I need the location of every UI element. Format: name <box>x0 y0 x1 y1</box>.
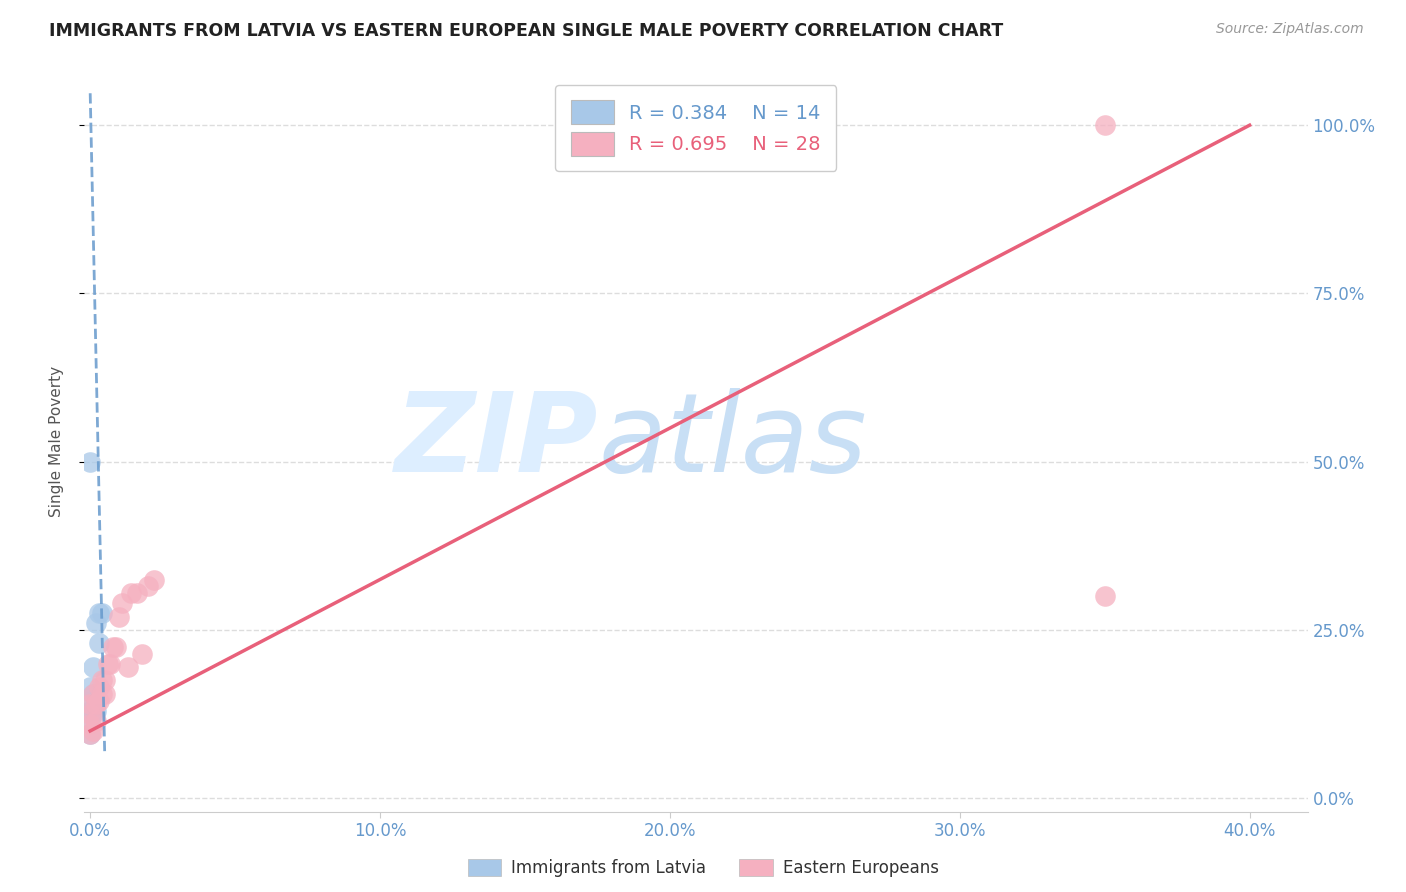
Point <box>125 586 148 600</box>
Point <box>82 660 104 674</box>
Point <box>1094 118 1116 132</box>
Point <box>131 647 153 661</box>
Point <box>96 657 118 671</box>
Point <box>87 606 110 620</box>
Point <box>100 657 122 671</box>
Point <box>1094 590 1116 604</box>
Point <box>90 673 112 688</box>
Point <box>79 714 101 728</box>
Point <box>108 609 131 624</box>
Point <box>79 680 101 694</box>
Point <box>82 687 104 701</box>
Point <box>79 697 101 711</box>
Point <box>82 723 104 738</box>
Text: Source: ZipAtlas.com: Source: ZipAtlas.com <box>1216 22 1364 37</box>
Point <box>84 616 107 631</box>
Point <box>79 455 101 469</box>
Point <box>111 596 134 610</box>
Legend: Immigrants from Latvia, Eastern Europeans: Immigrants from Latvia, Eastern European… <box>461 852 945 884</box>
Point <box>90 606 112 620</box>
Text: ZIP: ZIP <box>395 388 598 495</box>
Legend: R = 0.384    N = 14, R = 0.695    N = 28: R = 0.384 N = 14, R = 0.695 N = 28 <box>555 85 837 171</box>
Text: IMMIGRANTS FROM LATVIA VS EASTERN EUROPEAN SINGLE MALE POVERTY CORRELATION CHART: IMMIGRANTS FROM LATVIA VS EASTERN EUROPE… <box>49 22 1004 40</box>
Point <box>79 727 101 741</box>
Point <box>79 704 101 718</box>
Point <box>82 687 104 701</box>
Y-axis label: Single Male Poverty: Single Male Poverty <box>49 366 63 517</box>
Point <box>82 704 104 718</box>
Point <box>90 687 112 701</box>
Point <box>87 694 110 708</box>
Point <box>93 687 115 701</box>
Point <box>120 586 142 600</box>
Point <box>84 714 107 728</box>
Point <box>103 640 125 654</box>
Point <box>93 673 115 688</box>
Text: atlas: atlas <box>598 388 866 495</box>
Point <box>84 704 107 718</box>
Point <box>142 573 165 587</box>
Point <box>117 660 139 674</box>
Point <box>87 680 110 694</box>
Point <box>79 717 101 731</box>
Point <box>87 636 110 650</box>
Point <box>79 694 101 708</box>
Point <box>136 579 159 593</box>
Point <box>84 697 107 711</box>
Point <box>105 640 128 654</box>
Point <box>79 707 101 722</box>
Point <box>79 727 101 741</box>
